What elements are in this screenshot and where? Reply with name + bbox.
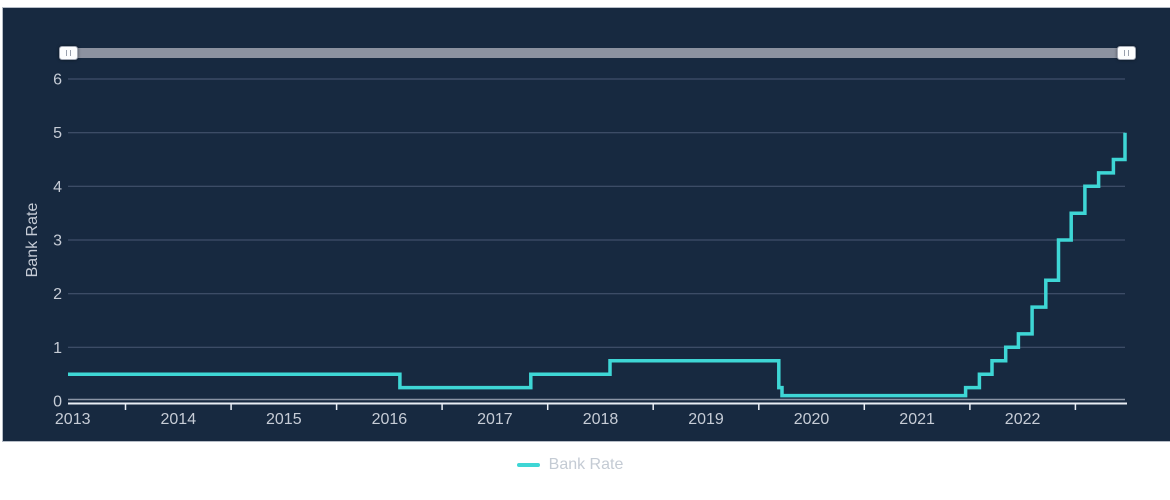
chart-card (2, 7, 1170, 442)
legend-label: Bank Rate (548, 456, 624, 473)
legend-line-swatch (516, 462, 540, 468)
grip-icon (66, 50, 71, 56)
range-slider-right-handle[interactable] (1117, 46, 1136, 60)
range-slider-track[interactable] (68, 48, 1131, 58)
grip-icon (1124, 50, 1129, 56)
range-slider-left-handle[interactable] (59, 46, 78, 60)
legend-item-bank-rate[interactable]: Bank Rate (0, 452, 1140, 478)
